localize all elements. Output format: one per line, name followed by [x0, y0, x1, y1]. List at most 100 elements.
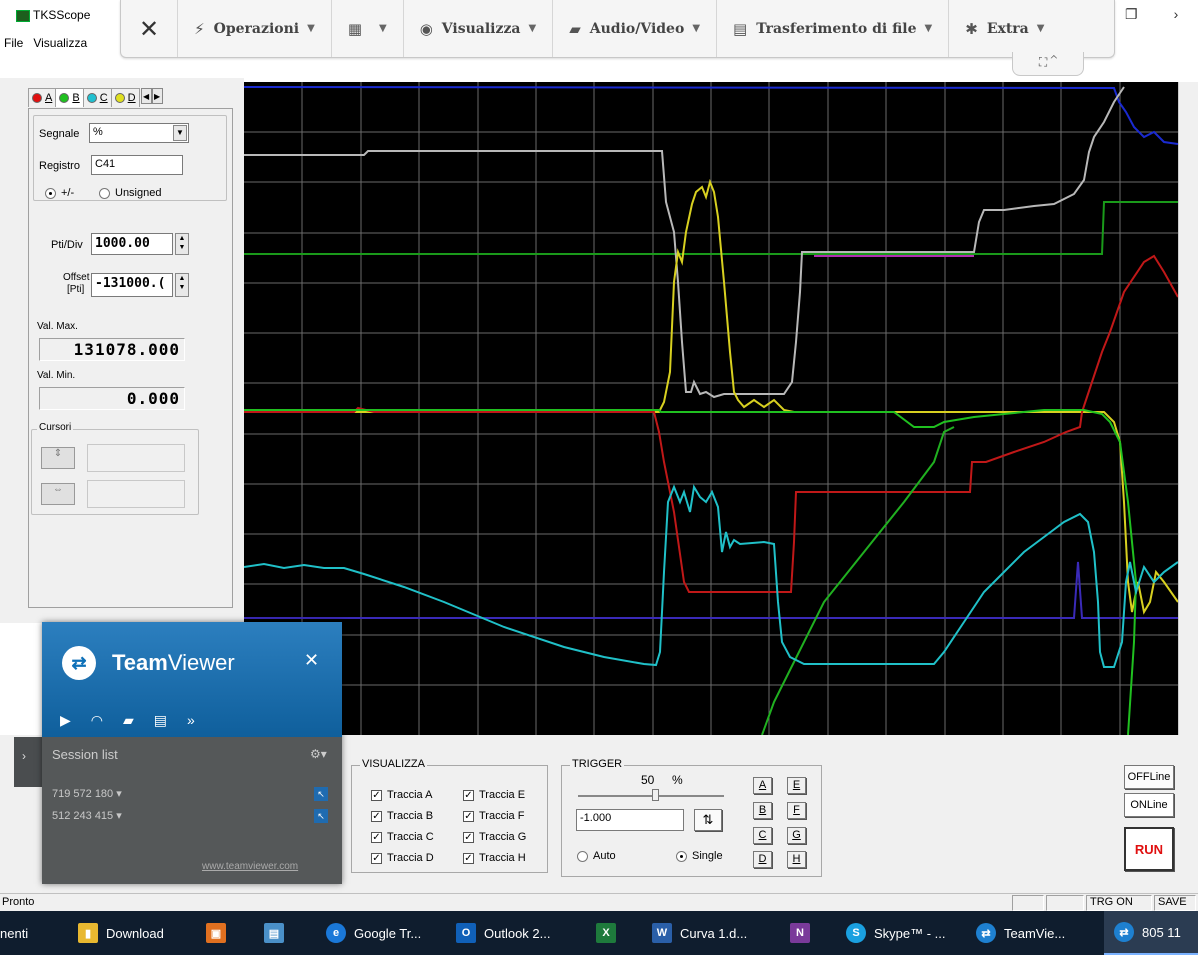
trigger-channel-f[interactable]: F — [787, 802, 806, 819]
checkbox-box: ✓ — [371, 789, 382, 801]
toolbar-collapse-tab[interactable]: ⛶ ⌃ — [1012, 52, 1084, 76]
signal-select[interactable]: % ▼ — [89, 123, 189, 143]
trigger-slider-track[interactable] — [578, 795, 724, 797]
chat-icon[interactable]: ▰ — [123, 712, 134, 728]
taskbar-item-documenti[interactable]: nenti — [0, 911, 28, 955]
radio-trigger-single[interactable]: Single — [676, 850, 723, 862]
tab-channel-a[interactable]: A — [28, 88, 57, 107]
taskbar-item-download[interactable]: ▮ Download — [78, 911, 164, 955]
trigger-channel-label: B — [758, 804, 767, 816]
checkbox-box: ✓ — [463, 852, 474, 864]
tab-scroll-right-icon[interactable]: ▶ — [151, 88, 163, 104]
session-item[interactable]: 719 572 180 ▾ — [52, 788, 122, 800]
pts-div-input[interactable]: 1000.00 — [91, 233, 173, 255]
tab-channel-a-label: A — [45, 92, 53, 104]
session-connect-icon[interactable]: ↖ — [314, 787, 328, 801]
checkbox-traccia-a[interactable]: ✓ Traccia A — [371, 789, 432, 801]
taskbar-item-store[interactable]: ▣ — [206, 911, 234, 955]
session-connect-icon[interactable]: ↖ — [314, 809, 328, 823]
trigger-edge-button[interactable]: ⇅ — [694, 809, 722, 831]
video-icon[interactable]: ▶ — [60, 712, 71, 728]
radio-signed[interactable]: +/- — [45, 187, 74, 199]
trigger-channel-label: D — [758, 853, 767, 865]
trigger-slider-thumb[interactable] — [652, 789, 659, 801]
checkbox-traccia-g[interactable]: ✓ Traccia G — [463, 831, 526, 843]
restore-icon[interactable]: ❐ — [1125, 6, 1138, 22]
taskbar-item-teamviewer-session[interactable]: ⇄ 805 11 — [1104, 911, 1198, 955]
teamviewer-website-link[interactable]: www.teamviewer.com — [202, 861, 299, 872]
file-icon: ▤ — [733, 19, 748, 38]
offset-input[interactable]: -131000.( — [91, 273, 173, 297]
tab-scroll-left-icon[interactable]: ◀ — [140, 88, 152, 104]
taskbar-item-word[interactable]: W Curva 1.d... — [652, 911, 747, 955]
checkbox-traccia-e[interactable]: ✓ Traccia E — [463, 789, 525, 801]
trigger-channel-e[interactable]: E — [787, 777, 806, 794]
offline-button[interactable]: OFFLine — [1124, 765, 1174, 789]
taskbar-item-excel[interactable]: X — [596, 911, 624, 955]
chevron-down-icon: ▼ — [528, 23, 537, 34]
menu-file[interactable]: File — [4, 36, 24, 50]
checkbox-box: ✓ — [463, 789, 474, 801]
pts-div-spinner[interactable]: ▲ ▼ — [175, 233, 189, 255]
radio-unsigned[interactable]: Unsigned — [99, 187, 161, 199]
chevron-right-icon[interactable]: › — [1173, 6, 1179, 22]
tab-channel-d[interactable]: D — [110, 88, 140, 107]
tab-channel-c[interactable]: C — [82, 88, 112, 107]
run-button[interactable]: RUN — [1124, 827, 1174, 871]
teamviewer-close-button[interactable]: ✕ — [304, 650, 320, 670]
toolbar-close-button[interactable]: ✕ — [121, 0, 179, 57]
headset-icon[interactable]: ◠ — [90, 712, 103, 728]
trigger-channel-a[interactable]: A — [753, 777, 772, 794]
trigger-percent-value: 50 — [641, 773, 655, 787]
checkbox-traccia-f[interactable]: ✓ Traccia F — [463, 810, 524, 822]
vertical-cursor-button[interactable]: ⇕ — [41, 447, 75, 469]
trigger-channel-g[interactable]: G — [787, 827, 806, 844]
more-icon[interactable]: » — [187, 712, 195, 728]
toolbar-file-transfer[interactable]: ▤ Trasferimento di file ▼ — [717, 0, 950, 57]
trigger-channel-d[interactable]: D — [753, 851, 772, 868]
session-item[interactable]: 512 243 415 ▾ — [52, 810, 122, 822]
channel-color-dot — [32, 93, 42, 103]
checkbox-traccia-c[interactable]: ✓ Traccia C — [371, 831, 434, 843]
teamviewer-side-toggle[interactable]: › — [14, 737, 42, 787]
online-button[interactable]: ONLine — [1124, 793, 1174, 817]
taskbar-label: nenti — [0, 925, 29, 941]
checkbox-traccia-b[interactable]: ✓ Traccia B — [371, 810, 433, 822]
toolbar-audio-video[interactable]: ▰ Audio/Video ▼ — [553, 0, 718, 57]
trigger-status: TRG ON — [1086, 895, 1152, 911]
toolbar-visualizza[interactable]: ◉ Visualizza ▼ — [404, 0, 554, 57]
radio-trigger-auto[interactable]: Auto — [577, 850, 616, 862]
toolbar-extra[interactable]: ✱ Extra ▼ — [949, 0, 1060, 57]
tab-channel-b[interactable]: B — [55, 88, 84, 107]
toolbar-windows[interactable]: ▦ ▼ — [332, 0, 404, 57]
menu-visualizza[interactable]: Visualizza — [33, 36, 88, 50]
file-icon[interactable]: ▤ — [153, 712, 168, 728]
checkbox-traccia-d[interactable]: ✓ Traccia D — [371, 852, 434, 864]
taskbar-item-edge[interactable]: e Google Tr... — [326, 911, 421, 955]
toolbar-operazioni[interactable]: ⚡ Operazioni ▼ — [178, 0, 332, 57]
scope-scrollbar[interactable] — [1178, 82, 1198, 735]
trigger-channel-c[interactable]: C — [753, 827, 772, 844]
register-input[interactable]: C41 — [91, 155, 183, 175]
trace-green-diagonal — [761, 426, 955, 735]
taskbar-label: Outlook 2... — [484, 925, 551, 941]
trigger-level-input[interactable]: -1.000 — [576, 809, 684, 831]
taskbar-item-explorer[interactable]: ▤ — [264, 911, 292, 955]
trace-red — [244, 254, 1178, 593]
trigger-channel-b[interactable]: B — [753, 802, 772, 819]
offset-spinner[interactable]: ▲ ▼ — [175, 273, 189, 297]
gear-icon[interactable]: ⚙▾ — [310, 747, 327, 761]
scope-grid — [244, 82, 1178, 735]
status-bar: Pronto TRG ON SAVE — [0, 893, 1198, 911]
trigger-channel-label: G — [792, 829, 801, 841]
horizontal-cursor-button[interactable]: ⇔ — [41, 483, 75, 505]
taskbar-item-onenote[interactable]: N — [790, 911, 818, 955]
taskbar-item-teamviewer[interactable]: ⇄ TeamVie... — [976, 911, 1065, 955]
taskbar-item-skype[interactable]: S Skype™ - ... — [846, 911, 946, 955]
chevron-down-icon: ▼ — [307, 23, 315, 34]
trigger-channel-h[interactable]: H — [787, 851, 806, 868]
checkbox-traccia-h[interactable]: ✓ Traccia H — [463, 852, 526, 864]
taskbar-item-outlook[interactable]: O Outlook 2... — [456, 911, 550, 955]
oscilloscope-display[interactable] — [244, 82, 1178, 735]
app-title: TKSScope — [16, 8, 90, 22]
